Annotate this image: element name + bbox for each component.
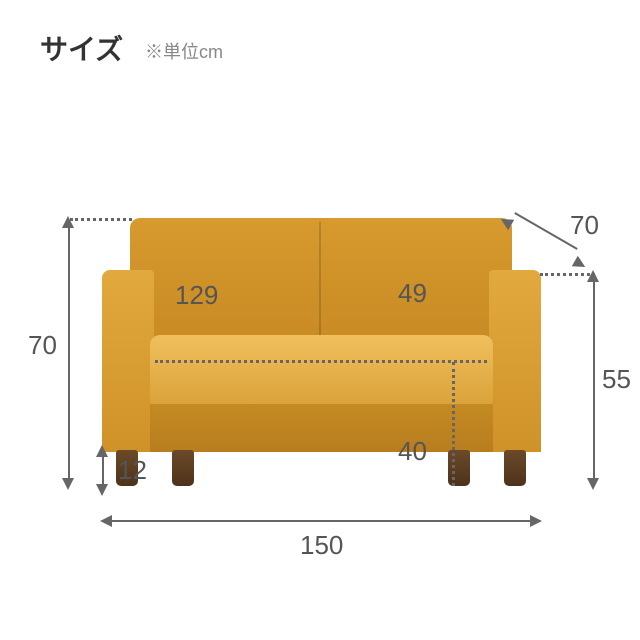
guide-line <box>70 218 132 221</box>
guide-line <box>540 273 595 276</box>
sofa-arm-left <box>102 270 154 452</box>
sofa-leg <box>172 450 194 486</box>
dim-line-leg <box>102 454 104 488</box>
size-title: サイズ <box>40 28 123 68</box>
dim-depth: 70 <box>570 210 599 241</box>
sofa-arm-right <box>489 270 541 452</box>
arrow-icon <box>587 270 599 282</box>
arrow-icon <box>100 515 112 527</box>
sofa-seat-cushion <box>150 335 493 410</box>
guide-line <box>155 360 487 363</box>
arrow-icon <box>530 515 542 527</box>
arrow-icon <box>62 216 74 228</box>
arrow-icon <box>62 478 74 490</box>
dim-overall-height: 70 <box>28 330 57 361</box>
dim-seat-depth: 49 <box>398 278 427 309</box>
guide-line <box>452 362 455 486</box>
arrow-icon <box>96 445 108 457</box>
dim-leg-height: 12 <box>118 455 147 486</box>
sofa-seam <box>319 222 321 337</box>
unit-note: ※単位cm <box>145 38 223 64</box>
arrow-icon <box>572 256 588 272</box>
dim-line-depth <box>514 212 577 250</box>
dim-line-width <box>110 520 532 522</box>
sofa-leg <box>504 450 526 486</box>
arrow-icon <box>96 484 108 496</box>
dim-seat-height: 40 <box>398 436 427 467</box>
sofa-base <box>150 404 493 452</box>
arrow-icon <box>587 478 599 490</box>
dim-line-arm <box>593 280 595 480</box>
dim-seat-width: 129 <box>175 280 218 311</box>
dim-arm-height: 55 <box>602 364 631 395</box>
dim-line-height <box>68 225 70 480</box>
dim-overall-width: 150 <box>300 530 343 561</box>
sofa-backrest <box>130 218 512 338</box>
